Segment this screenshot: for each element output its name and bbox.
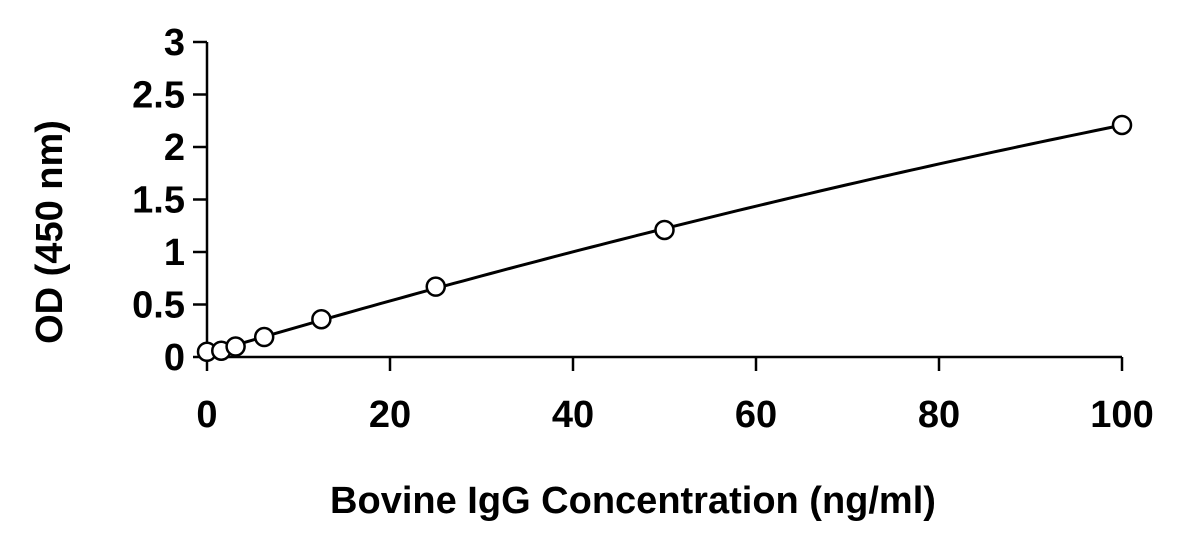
data-point [425,276,446,297]
y-axis-title: OD (450 nm) [29,120,71,344]
x-tick-label: 40 [552,394,594,436]
y-tick-label: 0.5 [132,285,185,327]
data-point [253,326,275,348]
axis-labels: Bovine IgG Concentration (ng/ml) OD (450… [29,120,936,522]
x-tick-label: 60 [735,394,777,436]
x-tick-label: 80 [918,394,960,436]
x-tick-label: 20 [369,394,411,436]
y-tick-label: 1.5 [132,180,185,222]
y-tick-label: 2 [164,127,185,169]
x-tick-label: 0 [196,394,217,436]
axes: 0 0.5 1 1.5 2 2.5 3 0 20 40 60 80 100 [132,22,1154,436]
data-point [654,219,675,241]
data-points [196,114,1133,362]
data-point [1111,114,1133,136]
y-tick-label: 3 [164,22,185,64]
y-tick-label: 2.5 [132,75,185,117]
x-axis-title: Bovine IgG Concentration (ng/ml) [330,480,936,522]
data-point [225,336,246,357]
x-tick-label: 100 [1090,394,1153,436]
data-point [311,308,332,330]
y-tick-label: 1 [164,232,185,274]
y-tick-label: 0 [164,337,185,379]
